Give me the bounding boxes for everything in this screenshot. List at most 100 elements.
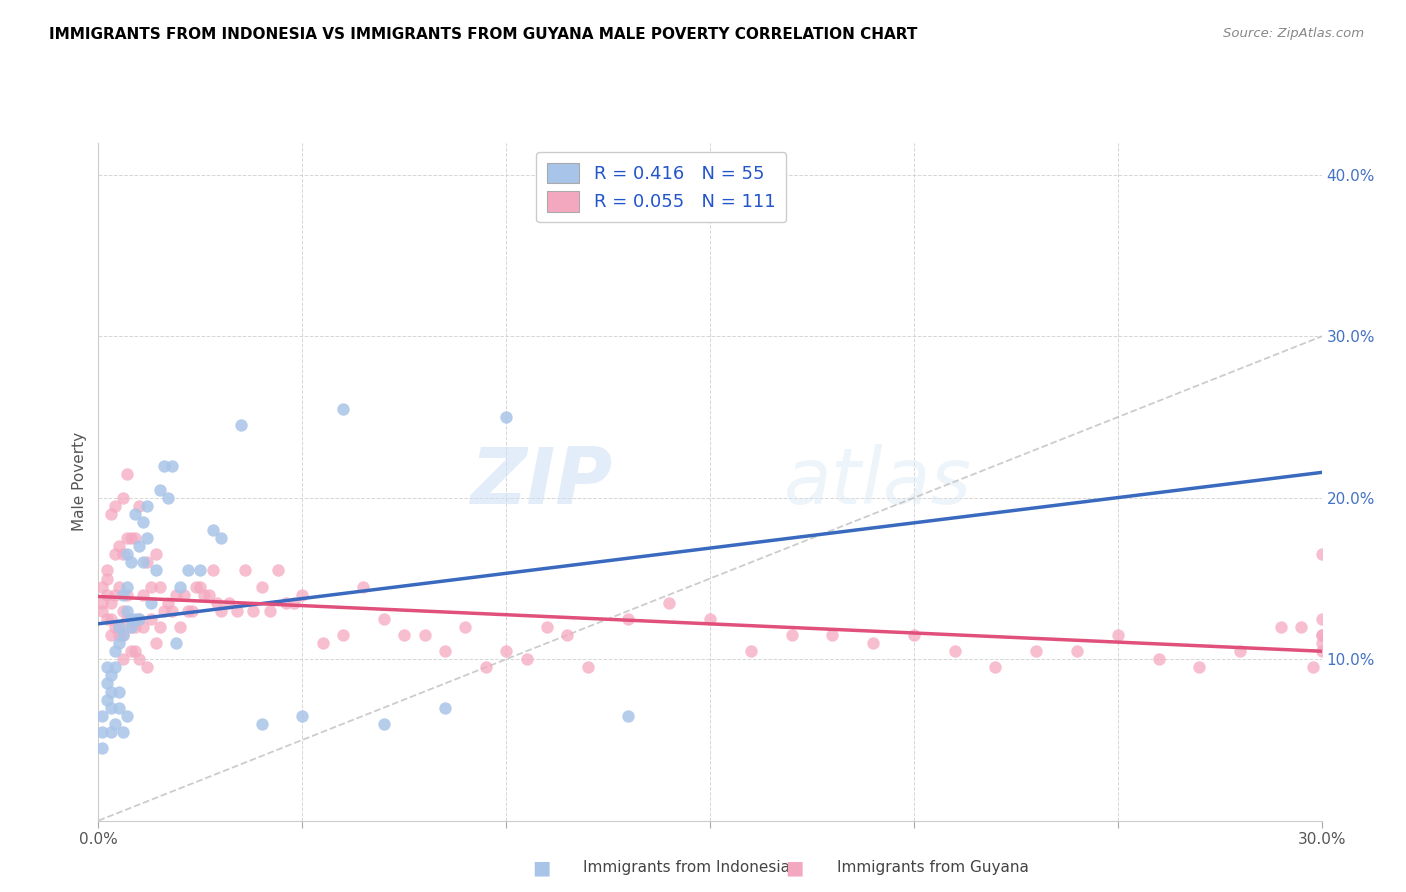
- Point: [495, 644, 517, 658]
- Text: Immigrants from Indonesia: Immigrants from Indonesia: [583, 861, 790, 875]
- Point: [96, 660, 118, 674]
- Point: [96, 564, 118, 578]
- Point: [242, 604, 264, 618]
- Text: ■: ■: [785, 858, 804, 878]
- Point: [115, 580, 138, 594]
- Point: [111, 547, 134, 561]
- Point: [108, 684, 131, 698]
- Point: [474, 660, 498, 674]
- Point: [136, 499, 159, 513]
- Point: [557, 628, 579, 642]
- Point: [658, 596, 681, 610]
- Point: [124, 507, 146, 521]
- Point: [91, 580, 114, 594]
- Point: [862, 636, 884, 650]
- Point: [617, 708, 640, 723]
- Text: ■: ■: [531, 858, 551, 878]
- Point: [1188, 660, 1211, 674]
- Point: [413, 628, 436, 642]
- Point: [1310, 547, 1333, 561]
- Point: [434, 700, 457, 714]
- Point: [111, 628, 134, 642]
- Point: [136, 555, 159, 569]
- Point: [124, 612, 146, 626]
- Point: [516, 652, 538, 666]
- Point: [576, 660, 599, 674]
- Point: [1291, 620, 1313, 634]
- Point: [115, 467, 138, 481]
- Point: [115, 612, 138, 626]
- Point: [132, 555, 155, 569]
- Point: [1310, 628, 1333, 642]
- Point: [104, 499, 127, 513]
- Point: [132, 620, 155, 634]
- Point: [96, 588, 118, 602]
- Point: [108, 580, 131, 594]
- Point: [177, 604, 200, 618]
- Y-axis label: Male Poverty: Male Poverty: [72, 432, 87, 532]
- Point: [312, 636, 335, 650]
- Text: IMMIGRANTS FROM INDONESIA VS IMMIGRANTS FROM GUYANA MALE POVERTY CORRELATION CHA: IMMIGRANTS FROM INDONESIA VS IMMIGRANTS …: [49, 27, 918, 42]
- Point: [111, 588, 134, 602]
- Point: [1270, 620, 1292, 634]
- Point: [617, 612, 640, 626]
- Point: [108, 620, 131, 634]
- Point: [188, 580, 212, 594]
- Point: [186, 580, 208, 594]
- Point: [149, 483, 172, 497]
- Point: [903, 628, 925, 642]
- Point: [173, 588, 195, 602]
- Point: [111, 604, 134, 618]
- Point: [108, 700, 131, 714]
- Point: [100, 596, 122, 610]
- Point: [115, 547, 138, 561]
- Point: [233, 564, 256, 578]
- Point: [267, 564, 290, 578]
- Text: Source: ZipAtlas.com: Source: ZipAtlas.com: [1223, 27, 1364, 40]
- Point: [1310, 628, 1333, 642]
- Point: [145, 636, 167, 650]
- Point: [108, 620, 131, 634]
- Point: [181, 604, 204, 618]
- Point: [209, 604, 232, 618]
- Point: [165, 636, 187, 650]
- Point: [128, 539, 150, 553]
- Point: [96, 692, 118, 706]
- Point: [120, 644, 142, 658]
- Point: [943, 644, 966, 658]
- Point: [205, 596, 228, 610]
- Point: [91, 741, 114, 756]
- Point: [1310, 636, 1333, 650]
- Point: [201, 523, 224, 537]
- Point: [283, 596, 305, 610]
- Point: [291, 708, 314, 723]
- Point: [104, 660, 127, 674]
- Point: [699, 612, 721, 626]
- Point: [392, 628, 416, 642]
- Point: [291, 588, 314, 602]
- Point: [780, 628, 803, 642]
- Text: ZIP: ZIP: [470, 443, 612, 520]
- Point: [115, 588, 138, 602]
- Point: [1302, 660, 1324, 674]
- Point: [115, 604, 138, 618]
- Point: [120, 612, 142, 626]
- Point: [165, 588, 187, 602]
- Point: [111, 652, 134, 666]
- Text: atlas: atlas: [783, 443, 972, 520]
- Point: [1310, 612, 1333, 626]
- Point: [104, 716, 127, 731]
- Point: [149, 620, 172, 634]
- Point: [149, 580, 172, 594]
- Point: [218, 596, 240, 610]
- Point: [91, 596, 114, 610]
- Point: [373, 716, 395, 731]
- Point: [108, 636, 131, 650]
- Point: [104, 620, 127, 634]
- Point: [152, 604, 174, 618]
- Point: [120, 531, 142, 545]
- Point: [454, 620, 477, 634]
- Point: [132, 515, 155, 529]
- Point: [91, 724, 114, 739]
- Point: [1066, 644, 1088, 658]
